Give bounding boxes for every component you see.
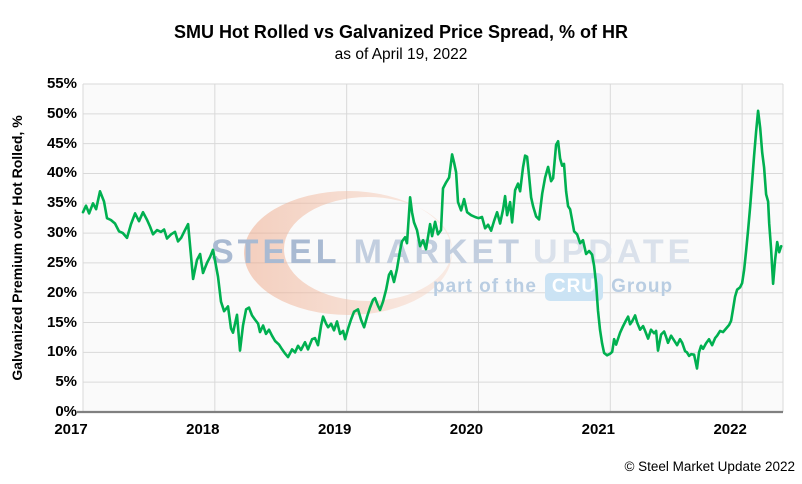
x-tick-label: 2017 — [54, 421, 88, 438]
y-tick-label: 50% — [46, 104, 77, 122]
chart-subtitle: as of April 19, 2022 — [334, 46, 468, 63]
y-tick-label: 0% — [55, 403, 77, 420]
y-tick-label: 5% — [55, 373, 77, 391]
x-tick-label: 2018 — [186, 421, 220, 438]
y-axis-tick-labels: 0% 5% 10% 15% 20% 25% 30% 35% 40% 45% 50% 55% — [0, 0, 77, 484]
y-tick-label: 55% — [46, 75, 77, 92]
y-tick-label: 45% — [46, 134, 77, 152]
y-tick-label: 40% — [46, 164, 77, 182]
y-tick-label: 10% — [46, 343, 77, 361]
x-tick-label: 2022 — [713, 421, 747, 438]
y-tick-label: 25% — [46, 253, 77, 271]
y-tick-label: 20% — [46, 283, 77, 301]
y-tick-label: 35% — [46, 194, 77, 212]
x-tick-label: 2019 — [317, 421, 352, 438]
x-tick-label: 2021 — [581, 421, 615, 438]
y-tick-label: 30% — [46, 224, 77, 242]
x-tick-label: 2020 — [449, 421, 484, 438]
copyright-note: © Steel Market Update 2022 — [624, 459, 795, 474]
chart-title: SMU Hot Rolled vs Galvanized Price Sprea… — [173, 22, 629, 42]
y-tick-label: 15% — [46, 313, 77, 331]
